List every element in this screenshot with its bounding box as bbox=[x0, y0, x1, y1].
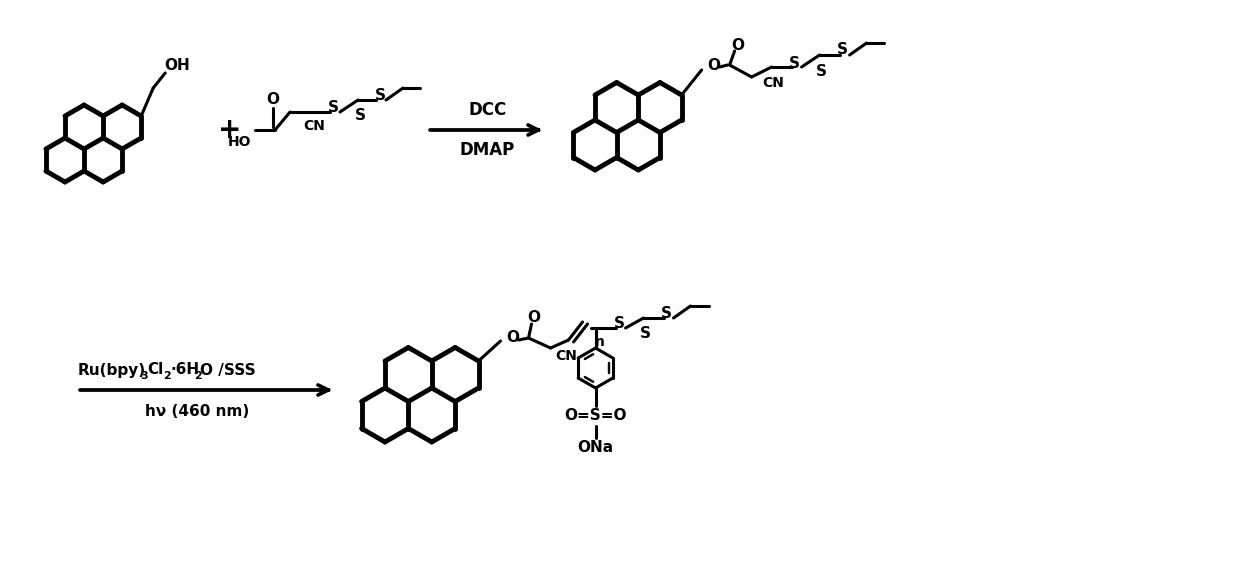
Text: O: O bbox=[707, 57, 720, 73]
Text: O: O bbox=[506, 331, 520, 345]
Text: ONa: ONa bbox=[578, 441, 614, 455]
Text: O=S=O: O=S=O bbox=[564, 408, 626, 424]
Text: Cl: Cl bbox=[148, 362, 164, 378]
Text: O /SSS: O /SSS bbox=[200, 362, 255, 378]
Text: HO: HO bbox=[227, 135, 250, 149]
Text: 3: 3 bbox=[140, 371, 148, 381]
Text: Ru(bpy): Ru(bpy) bbox=[78, 362, 146, 378]
Text: S: S bbox=[789, 56, 800, 70]
Text: O: O bbox=[732, 37, 744, 53]
Text: DMAP: DMAP bbox=[460, 141, 515, 159]
Text: O: O bbox=[527, 311, 541, 325]
Text: CN: CN bbox=[763, 76, 785, 90]
Text: S: S bbox=[816, 64, 827, 78]
Text: n: n bbox=[595, 335, 604, 349]
Text: S: S bbox=[614, 315, 625, 331]
Text: S: S bbox=[640, 325, 651, 341]
Text: 2: 2 bbox=[193, 371, 202, 381]
Text: CN: CN bbox=[556, 349, 578, 363]
Text: S: S bbox=[837, 43, 848, 57]
Text: OH: OH bbox=[165, 58, 190, 74]
Text: +: + bbox=[218, 116, 242, 144]
Text: O: O bbox=[267, 92, 279, 108]
Text: S: S bbox=[661, 306, 672, 320]
Text: S: S bbox=[374, 87, 386, 103]
Text: 2: 2 bbox=[162, 371, 171, 381]
Text: S: S bbox=[327, 100, 339, 116]
Text: CN: CN bbox=[303, 119, 325, 133]
Text: DCC: DCC bbox=[469, 101, 507, 119]
Text: hν (460 nm): hν (460 nm) bbox=[145, 404, 249, 420]
Text: S: S bbox=[355, 108, 366, 124]
Text: ·6H: ·6H bbox=[170, 362, 200, 378]
